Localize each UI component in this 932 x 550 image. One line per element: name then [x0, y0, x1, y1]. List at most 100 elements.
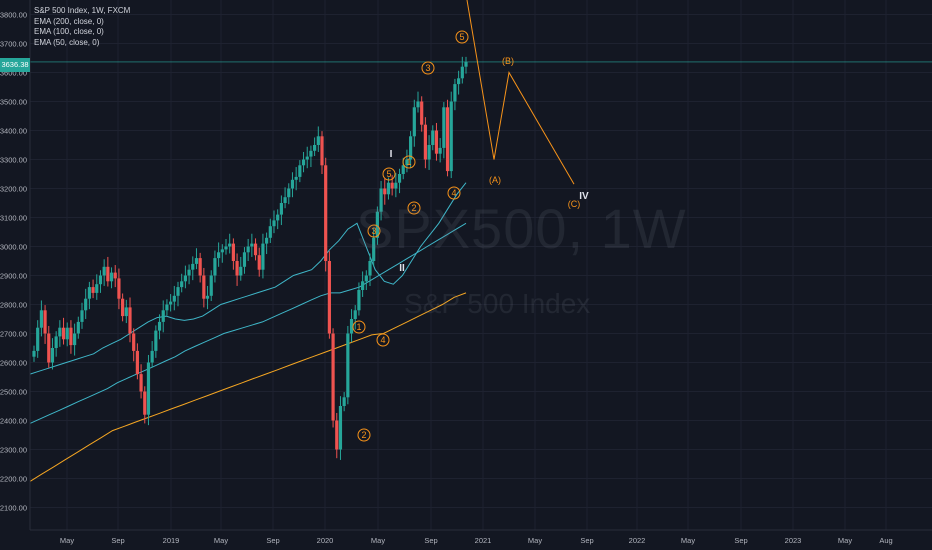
candle-body	[331, 333, 335, 421]
y-tick-label: 2600.00	[0, 359, 27, 368]
candle-body	[434, 130, 439, 154]
candle-body	[261, 243, 265, 270]
candle-body	[65, 327, 69, 340]
candle-body	[217, 252, 221, 259]
candle-body	[47, 333, 51, 363]
x-tick-label: 2020	[317, 536, 334, 545]
candle-body	[95, 284, 99, 293]
candle-body	[121, 298, 125, 317]
wave-label-circle	[402, 155, 416, 169]
candle-body	[161, 310, 165, 322]
candle-body	[43, 310, 47, 334]
candle-body	[290, 179, 295, 189]
candle-body	[169, 301, 173, 305]
candle-body	[91, 287, 95, 293]
x-tick-label: 2019	[163, 536, 180, 545]
candle-body	[397, 174, 402, 183]
candle-body	[143, 391, 147, 415]
x-tick-label: Sep	[734, 536, 747, 545]
candle-body	[69, 327, 73, 346]
y-tick-label: 2900.00	[0, 272, 27, 281]
candle-body	[324, 165, 328, 261]
candle-body	[128, 307, 132, 334]
candle-body	[372, 237, 376, 261]
wave-label: 3	[371, 226, 376, 236]
candle-body	[220, 249, 224, 253]
candle-body	[445, 107, 450, 172]
candle-body	[353, 310, 357, 319]
candle-body	[386, 182, 391, 195]
candle-body	[250, 243, 254, 247]
y-tick-label: 3200.00	[0, 185, 27, 194]
candle-body	[150, 350, 154, 363]
candle-body	[420, 101, 424, 125]
candle-body	[301, 159, 306, 166]
wave-label: 1	[406, 157, 411, 167]
candle-body	[84, 298, 88, 311]
ema200-line	[29, 292, 467, 482]
candle-body	[320, 136, 324, 166]
candle-body	[394, 182, 398, 189]
wave-label-circle	[352, 320, 366, 334]
candle-body	[213, 258, 217, 276]
x-tick-label: May	[60, 536, 74, 545]
candle-body	[50, 348, 55, 363]
candle-body	[390, 182, 394, 189]
candle-body	[106, 266, 110, 282]
watermark-ticker: SPX500, 1W	[356, 197, 687, 260]
candle-body	[438, 147, 442, 154]
candle-body	[364, 275, 368, 282]
y-tick-label: 3100.00	[0, 214, 27, 223]
candle-body	[235, 261, 239, 276]
candle-body	[276, 214, 280, 221]
x-tick-label: Sep	[424, 536, 437, 545]
wave-label: (A)	[489, 175, 501, 185]
candle-body	[194, 258, 199, 264]
candlesticks	[32, 56, 468, 460]
candle-body	[327, 261, 331, 334]
candle-body	[460, 66, 464, 79]
candle-body	[139, 374, 143, 392]
candle-body	[287, 188, 291, 198]
x-tick-label: May	[528, 536, 542, 545]
wave-label: 2	[411, 203, 416, 213]
candle-body	[165, 304, 169, 311]
candle-body	[54, 336, 58, 348]
wave-label: 3	[425, 63, 430, 73]
y-tick-label: 3600.00	[0, 69, 27, 78]
legend-symbol[interactable]: S&P 500 Index, 1W, FXCM	[34, 6, 131, 15]
candle-body	[117, 278, 121, 299]
candle-body	[87, 287, 91, 299]
candle-body	[73, 333, 77, 346]
y-tick-label: 2800.00	[0, 301, 27, 310]
y-tick-label: 3300.00	[0, 156, 27, 165]
candle-body	[157, 321, 162, 331]
candle-body	[349, 319, 354, 334]
legend-ema50[interactable]: EMA (50, close, 0)	[34, 37, 100, 47]
y-tick-label: 2700.00	[0, 330, 27, 339]
candle-body	[361, 281, 365, 290]
last-price-tag: 3636.38	[0, 58, 30, 72]
wave-label-circle	[407, 201, 421, 215]
wave-label: 1	[356, 322, 361, 332]
wave-label-circle	[376, 333, 390, 347]
candle-body	[187, 269, 191, 276]
candle-body	[202, 275, 206, 299]
candle-body	[109, 272, 114, 282]
candle-body	[313, 145, 317, 151]
legend-ema100[interactable]: EMA (100, close, 0)	[34, 27, 104, 36]
legend-ema200[interactable]: EMA (200, close, 0)	[34, 16, 104, 26]
y-tick-label: 3000.00	[0, 243, 27, 252]
candle-body	[32, 350, 36, 357]
candle-body	[176, 287, 180, 296]
candle-body	[76, 321, 80, 334]
wave-label: (B)	[502, 56, 514, 66]
wave-label: I	[390, 149, 393, 160]
candle-body	[191, 263, 195, 270]
candle-body	[442, 107, 446, 148]
candle-body	[231, 243, 235, 261]
wave-label-circle	[455, 30, 469, 44]
candle-body	[375, 211, 379, 238]
wave-projection-path	[466, 0, 575, 185]
